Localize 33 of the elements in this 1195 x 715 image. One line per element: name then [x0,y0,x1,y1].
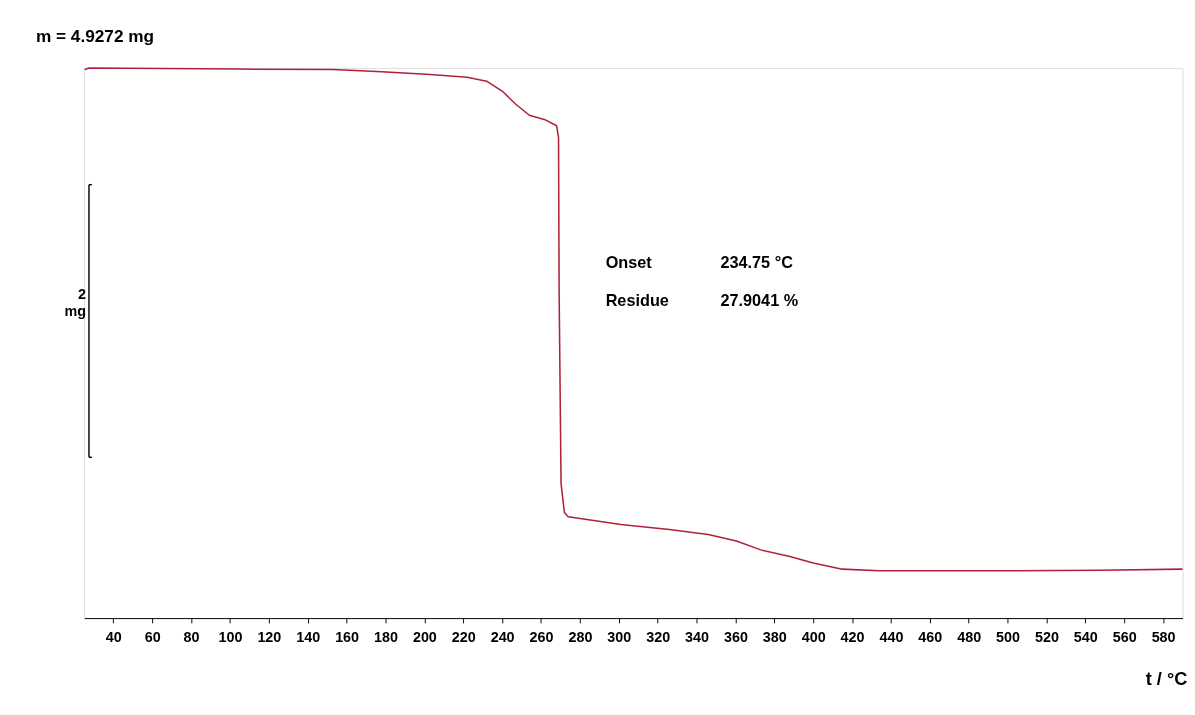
x-tick-label: 240 [490,629,515,646]
annotation: 2 mg [64,286,87,319]
x-axis-title: t / °C [1145,669,1188,690]
x-tick-label: 500 [996,629,1021,646]
x-tick-label: 480 [957,629,982,646]
x-tick-label: 400 [801,629,826,646]
x-tick-label: 300 [607,629,632,646]
x-tick-label: 280 [568,629,593,646]
x-tick-label: 340 [685,629,710,646]
x-tick-label: 260 [529,629,554,646]
x-tick-label: 540 [1073,629,1098,646]
x-tick-label: 580 [1151,629,1176,646]
x-tick-label: 420 [840,629,865,646]
x-tick-label: 60 [144,629,161,646]
x-tick-label: 160 [335,629,360,646]
x-tick-label: 180 [374,629,398,646]
chart-title: m = 4.9272 mg [35,26,155,47]
x-tick-label: 360 [723,629,748,646]
x-tick-label: 140 [296,629,321,646]
x-tick-label: 40 [105,629,122,646]
x-tick-label: 520 [1034,629,1059,646]
x-tick-label: 120 [257,629,282,646]
x-tick-label: 80 [183,629,200,646]
text: Residue 27.9041 % [605,291,799,310]
x-tick-label: 220 [451,629,476,646]
x-tick-label: 380 [762,629,787,646]
x-tick-label: 200 [412,629,437,646]
x-tick-label: 460 [918,629,943,646]
text: Onset 234.75 °C [605,252,793,271]
x-tick-label: 560 [1112,629,1137,646]
x-tick-label: 320 [646,629,671,646]
x-tick-label: 100 [218,629,243,646]
x-tick-label: 440 [879,629,904,646]
